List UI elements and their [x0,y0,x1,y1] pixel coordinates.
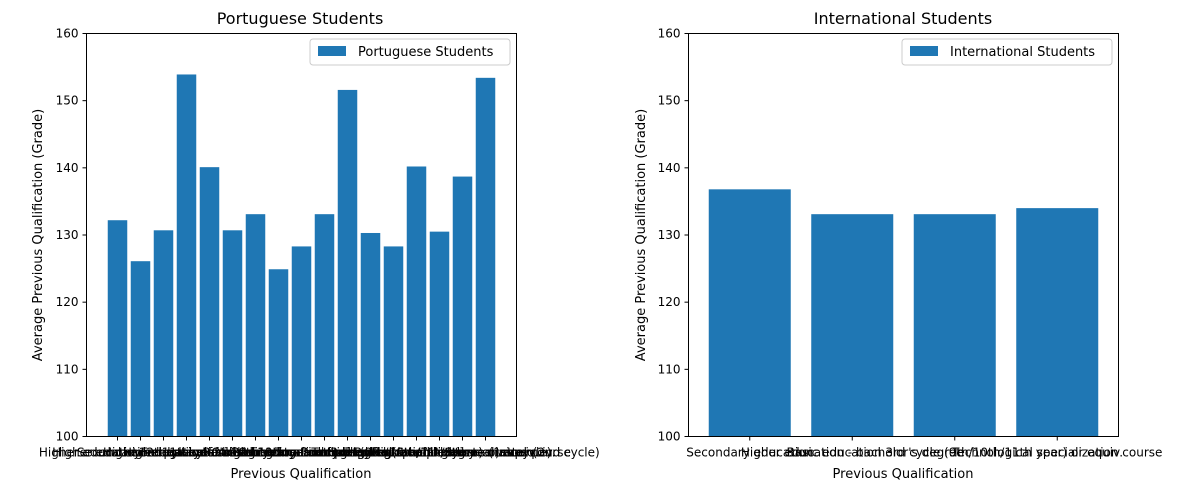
y-tick-label: 130 [56,228,79,242]
x-axis-label: Previous Qualification [833,467,974,482]
bar [153,230,174,437]
international-chart-panel: International Students 100 110 120 130 140 15… [634,9,1162,482]
legend: International Students [901,38,1113,66]
y-axis-label: Average Previous Qualification (Grade) [634,109,649,361]
y-axis: 100 110 120 130 140 150 160 [658,27,689,444]
bar [708,189,791,437]
legend-swatch [910,46,938,56]
portuguese-chart-panel: Portuguese Students 100 110 120 130 140 150 16… [31,9,600,482]
y-tick-label: 120 [658,295,681,309]
x-tick-label: Higher education - master (2nd cycle) [371,446,599,460]
x-axis-label: Previous Qualification [231,467,372,482]
bar [429,231,450,437]
x-tick-label: 10th year of schooling [257,446,391,460]
y-tick-label: 130 [658,228,681,242]
x-tick-label: Other - 11th year of schooling [211,446,391,460]
y-tick-label: 100 [56,430,79,444]
bar [913,214,996,437]
y-tick-label: 160 [56,27,79,41]
x-tick-label: Higher education - degree (1st cycle) [328,446,552,460]
bar [1016,208,1099,437]
x-tick-label: Basic education 3rd cycle (9th/10th/11th… [202,446,539,460]
x-tick-label: Higher education - doctorate [123,446,296,460]
bar [337,89,358,437]
x-tick-label: Basic education 3rd cycle (9th/10th/11th… [786,446,1123,460]
bar [176,74,197,437]
y-tick-label: 150 [658,94,681,108]
y-tick-label: 110 [56,362,79,376]
y-axis: 100 110 120 130 140 150 160 [56,27,87,444]
x-tick-label: Technological specialization course [951,446,1162,460]
bar [406,166,427,437]
x-tick-label: 10th year of schooling - not completed [231,446,464,460]
x-tick-label: Basic education 2nd cycle (6th/7th/8th y… [231,446,555,460]
bar [245,214,266,437]
bar [475,77,496,437]
legend-swatch [318,46,346,56]
x-tick-label: 12th year of schooling - not completed [139,446,372,460]
x-tick-label: Secondary education [686,446,813,460]
y-axis-label: Average Previous Qualification (Grade) [31,109,46,361]
bar [291,246,312,437]
y-tick-label: 160 [658,27,681,41]
x-tick-label: Higher education - bachelor's degree [741,446,964,460]
bar [199,167,220,437]
y-tick-label: 110 [658,362,681,376]
legend: Portuguese Students [309,38,511,66]
bar [107,220,128,437]
plot-frame [688,33,1119,437]
bar [268,269,289,437]
bar [130,261,151,437]
y-tick-label: 140 [658,161,681,175]
chart-title: Portuguese Students [217,9,384,28]
bars-group [708,189,1099,437]
bar [452,176,473,437]
bar [222,230,243,437]
bar [360,232,381,437]
x-tick-label: Frequency of higher education [141,446,324,460]
x-tick-label: Higher education - bachelor's degree [52,446,275,460]
plot-frame [86,33,517,437]
x-tick-label: Technological specialization course [310,446,521,460]
y-tick-label: 100 [658,430,681,444]
bar [383,246,404,437]
legend-box [901,38,1113,66]
x-tick-label: 11th year of schooling - not completed [162,446,395,460]
legend-label: Portuguese Students [358,45,494,60]
bars-group [107,74,496,437]
y-tick-label: 150 [56,94,79,108]
x-tick-label: Professional higher technical course [354,446,571,460]
x-tick-label: Secondary education [77,446,204,460]
y-tick-label: 140 [56,161,79,175]
legend-label: International Students [950,45,1095,60]
y-tick-label: 120 [56,295,79,309]
x-tick-label: Higher education - master's [103,446,270,460]
chart-title: International Students [814,9,993,28]
bar [314,214,335,437]
x-tick-label: Higher education - degree [39,446,196,460]
legend-box [309,38,511,66]
bar [811,214,894,437]
